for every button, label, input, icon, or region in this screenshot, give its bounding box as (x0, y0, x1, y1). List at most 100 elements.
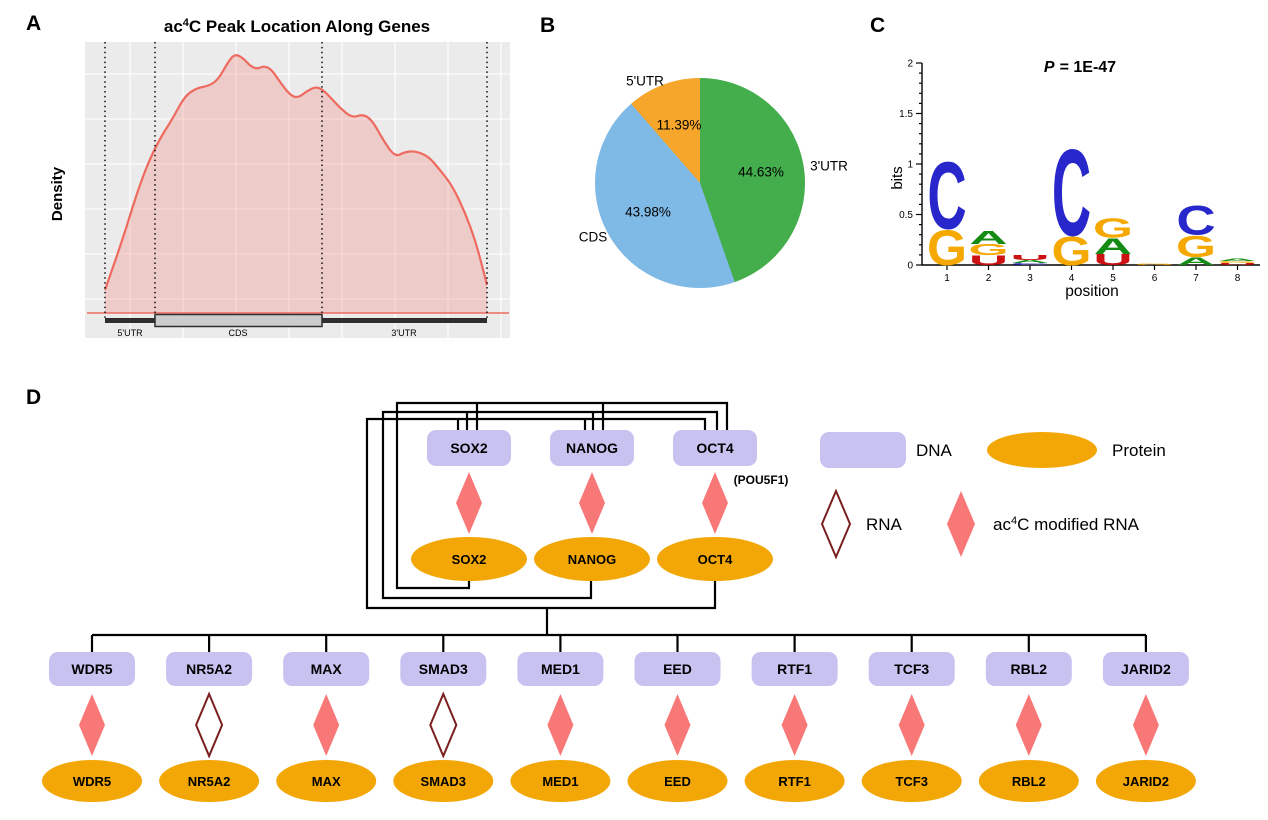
protein-label-MAX: MAX (312, 774, 341, 789)
protein-label-JARID2: JARID2 (1123, 774, 1169, 789)
gene-model-5utr-label: 5'UTR (117, 328, 143, 338)
gene-box-RBL2 (985, 652, 1072, 686)
protein-ellipse-JARID2 (1095, 760, 1196, 802)
rna-diamond-JARID2 (1132, 694, 1159, 756)
logo-letter-A-pos7: A (1177, 255, 1215, 268)
oct4-alias-label: (POU5F1) (734, 473, 789, 487)
density-ylabel: Density (49, 166, 66, 221)
logo-y-tick-label: 1.5 (899, 109, 913, 120)
feedback-loop-nanog (381, 410, 719, 600)
gene-label-RBL2: RBL2 (1011, 661, 1048, 677)
gene-model-3utr-label: 3'UTR (391, 328, 417, 338)
legend-protein-swatch (987, 432, 1097, 468)
rna-diamond-RBL2 (1015, 694, 1042, 756)
logo-letter-A-pos2: A (969, 228, 1007, 248)
gene-label-EED: EED (663, 661, 692, 677)
protein-label-MED1: MED1 (542, 774, 578, 789)
logo-y-ticks: 0 0.5 1 1.5 2 (899, 59, 922, 272)
protein-ellipse-MAX (276, 760, 377, 802)
legend-rna-label: RNA (866, 515, 903, 534)
logo-letter-G-pos7: G (1176, 229, 1216, 263)
gene-label-JARID2: JARID2 (1121, 661, 1171, 677)
protein-label-RTF1: RTF1 (778, 774, 811, 789)
region-boundary-lines (104, 42, 488, 320)
logo-letter-G-pos5: G (1093, 213, 1133, 244)
logo-x-tick-label: 2 (986, 273, 992, 284)
gene-label-WDR5: WDR5 (71, 661, 112, 677)
logo-x-tick-label: 4 (1069, 273, 1075, 284)
legend-rna-swatch (820, 488, 852, 560)
pie-pct-5utr: 11.39% (656, 117, 702, 133)
legend-dna-label: DNA (916, 441, 953, 460)
protein-ellipse-TCF3 (861, 760, 962, 802)
protein-label-TCF3: TCF3 (895, 774, 928, 789)
gene-box-TCF3 (868, 652, 955, 686)
gene-model-3utr-bar (322, 318, 487, 323)
logo-letter-A-pos8: A (1218, 258, 1256, 262)
logo-y-tick-label: 2 (907, 59, 913, 70)
pie-label-5utr: 5'UTR (626, 73, 664, 89)
panel-c-label: C (870, 14, 886, 37)
protein-ellipse-EED (627, 760, 728, 802)
panel-a-label: A (26, 12, 42, 35)
logo-letter-A-pos5: A (1094, 233, 1132, 258)
gene-label-NANOG: NANOG (566, 440, 618, 456)
logo-x-tick-label: 3 (1027, 273, 1033, 284)
logo-letter-C-pos3: C (1010, 263, 1049, 266)
network-nodes: SOX2 SOX2 NANOG NANOG OCT4 OCT4 WDR5 WDR5 NR5A2 N… (42, 430, 1196, 802)
logo-x-ticks: 1 2 3 4 5 6 7 8 (944, 265, 1241, 284)
legend-ac4c-swatch (947, 491, 975, 557)
rna-diamond-MED1 (547, 694, 574, 756)
rna-diamond-TCF3 (898, 694, 925, 756)
rna-diamond-NR5A2 (195, 691, 224, 759)
logo-x-tick-label: 5 (1110, 273, 1116, 284)
regulatory-network-diagram: SOX2 SOX2 NANOG NANOG OCT4 OCT4 WDR5 WDR5 NR5A2 N… (42, 401, 1196, 802)
logo-x-tick-label: 8 (1235, 273, 1241, 284)
gene-box-EED (634, 652, 721, 686)
logo-letter-U-pos5: U (1093, 252, 1132, 269)
feedback-wires (92, 401, 1146, 637)
rna-diamond-RTF1 (781, 694, 808, 756)
logo-xlabel: position (1065, 283, 1118, 300)
logo-x-tick-label: 1 (944, 273, 950, 284)
diagram-legend: DNA Protein RNA ac4C modified RNA (820, 432, 1166, 560)
logo-letter-A-pos3: A (1011, 259, 1049, 264)
logo-letter-G-pos4: G (1052, 228, 1092, 274)
gene-label-MED1: MED1 (541, 661, 580, 677)
gene-box-NANOG (550, 430, 634, 466)
protein-ellipse-WDR5 (42, 760, 142, 802)
gene-model-5utr-bar (105, 318, 155, 323)
protein-label-RBL2: RBL2 (1012, 774, 1046, 789)
logo-letter-G-pos1: G (927, 219, 967, 275)
protein-label-NANOG: NANOG (568, 552, 616, 567)
rna-diamond-OCT4 (702, 472, 728, 534)
panel-d-label: D (26, 386, 42, 409)
gene-label-MAX: MAX (311, 661, 343, 677)
legend-protein-label: Protein (1112, 441, 1166, 460)
rna-diamond-WDR5 (79, 694, 105, 756)
gene-box-SOX2 (427, 430, 511, 466)
gene-label-SOX2: SOX2 (450, 440, 488, 456)
gene-box-NR5A2 (166, 652, 253, 686)
protein-label-NR5A2: NR5A2 (188, 774, 231, 789)
logo-letter-G-pos2: G (969, 242, 1009, 259)
logo-title: P = 1E-47 (1044, 59, 1116, 76)
protein-ellipse-OCT4 (657, 537, 773, 581)
protein-ellipse-SMAD3 (393, 760, 494, 802)
protein-label-SMAD3: SMAD3 (421, 774, 467, 789)
grid-lines (85, 42, 510, 338)
rna-diamond-SMAD3 (429, 691, 458, 759)
pie-chart (595, 78, 805, 288)
logo-ylabel: bits (889, 166, 906, 189)
gene-box-SMAD3 (400, 652, 487, 686)
gene-label-TCF3: TCF3 (894, 661, 929, 677)
logo-letter-C-pos7: C (1176, 197, 1215, 244)
logo-y-tick-label: 1 (907, 160, 913, 171)
gene-box-RTF1 (751, 652, 838, 686)
gene-box-MED1 (517, 652, 604, 686)
protein-label-OCT4: OCT4 (698, 552, 733, 567)
legend-dna-swatch (820, 432, 906, 468)
protein-ellipse-SOX2 (411, 537, 527, 581)
density-plot: ac4C Peak Location Along Genes Density 5… (49, 17, 510, 338)
protein-ellipse-NR5A2 (159, 760, 260, 802)
